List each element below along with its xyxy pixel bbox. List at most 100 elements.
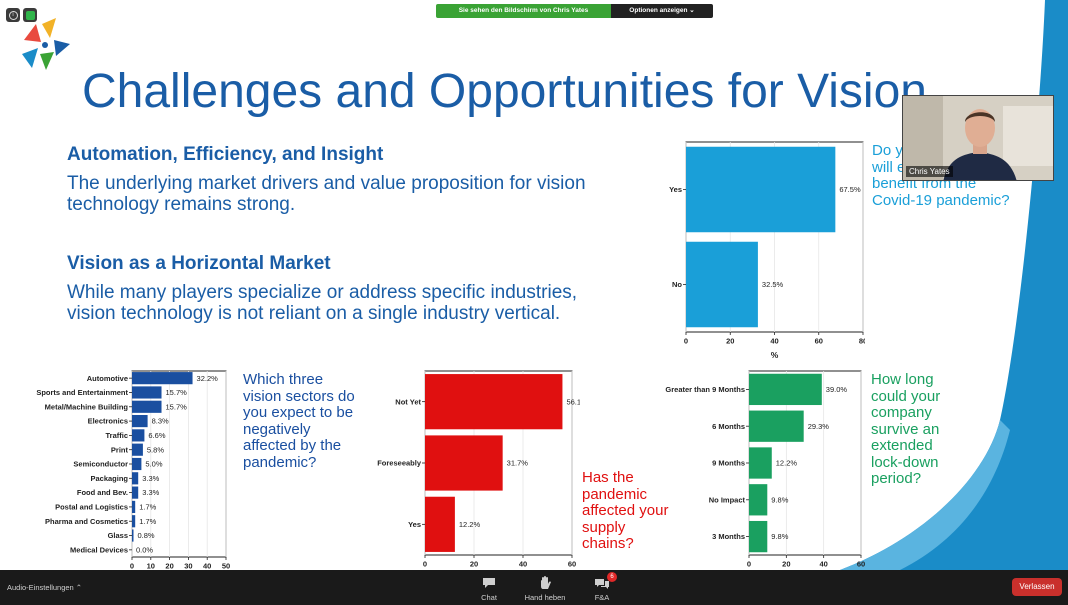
meeting-toolbar: Audio-Einstellungen ⌃ Chat Hand heben F&… <box>0 570 1068 605</box>
section-heading-horizontal: Vision as a Horizontal Market <box>67 253 331 274</box>
category-label-metal-machine-building: Metal/Machine Building <box>45 402 129 411</box>
x-tick-label: 30 <box>184 562 192 570</box>
category-label-not-yet: Not Yet <box>395 397 421 406</box>
value-label-no-impact: 9.8% <box>771 495 788 504</box>
qa-button[interactable]: F&A 6 <box>572 572 632 602</box>
value-label-sports-and-entertainment: 15.7% <box>166 388 188 397</box>
value-label-electronics: 8.3% <box>152 417 169 426</box>
value-label-6-months: 29.3% <box>808 422 830 431</box>
x-tick-label: 40 <box>519 560 527 569</box>
category-label-yes: Yes <box>408 520 421 529</box>
category-label-electronics: Electronics <box>88 417 128 426</box>
category-label-no-impact: No Impact <box>709 495 746 504</box>
slide-swoosh-decoration <box>840 0 1068 570</box>
value-label-9-months: 12.2% <box>776 459 798 468</box>
chart-survive-svg: 0 20 40 60 Greater than 9 Months 39.0% 6 Month… <box>665 370 865 569</box>
info-icon: i <box>8 10 18 20</box>
x-tick-label: 20 <box>470 560 478 569</box>
bar-9-months <box>749 447 772 479</box>
organization-logo <box>22 18 70 70</box>
category-label-traffic: Traffic <box>105 431 128 440</box>
bar-not-yet <box>425 374 563 430</box>
value-label-medical-devices: 0.0% <box>136 545 153 554</box>
bar-no-impact <box>749 484 768 516</box>
category-label-medical-devices: Medical Devices <box>70 545 128 554</box>
category-label-print: Print <box>111 445 129 454</box>
leave-meeting-button[interactable]: Verlassen <box>1012 578 1062 596</box>
x-tick-label: 0 <box>684 337 688 346</box>
value-label-traffic: 6.6% <box>148 431 165 440</box>
category-label-food-and-bev: Food and Bev. <box>77 488 128 497</box>
slide-title: Challenges and Opportunities for Vision <box>82 65 927 118</box>
screen-share-banner: Sie sehen den Bildschirm von Chris Yates… <box>436 4 713 18</box>
shield-icon <box>25 10 35 20</box>
bar-traffic <box>132 429 145 442</box>
x-tick-label: 20 <box>726 337 734 346</box>
x-tick-label: 20 <box>782 560 790 569</box>
bar-glass <box>132 529 134 542</box>
value-label-semiconductor: 5.0% <box>145 460 162 469</box>
bar-packaging <box>132 472 139 485</box>
x-tick-label: 20 <box>165 562 173 570</box>
chart-supply-svg: 0 20 40 60 Not Yet 56.1% Foreseeably 31.7% Yes 12… <box>377 370 588 569</box>
meeting-info-button[interactable]: i <box>6 8 20 22</box>
x-tick-label: 60 <box>857 560 865 569</box>
bar-postal-and-logistics <box>132 500 136 514</box>
x-tick-label: 40 <box>203 562 211 570</box>
participant-name: Chris Yates <box>906 166 953 177</box>
x-tick-label: 50 <box>222 562 230 570</box>
bar-automotive <box>132 372 193 385</box>
value-label-print: 5.8% <box>147 445 164 454</box>
chart-sectors: 0 10 20 30 40 50 Automotive 32.2% Sports and Ent… <box>20 369 238 570</box>
qa-icon <box>595 579 609 589</box>
section-body-automation: The underlying market drivers and value … <box>67 173 586 215</box>
value-label-postal-and-logistics: 1.7% <box>139 503 156 512</box>
participant-video[interactable]: Chris Yates <box>902 95 1054 181</box>
bar-yes <box>425 496 455 552</box>
x-tick-label: 60 <box>815 337 823 346</box>
section-heading-automation: Automation, Efficiency, and Insight <box>67 144 384 165</box>
value-label-yes: 67.5% <box>839 185 861 194</box>
value-label-glass: 0.8% <box>138 531 155 540</box>
view-options-button[interactable]: Optionen anzeigen ⌄ <box>611 4 713 18</box>
x-tick-label: 0 <box>423 560 427 569</box>
value-label-food-and-bev: 3.3% <box>142 488 159 497</box>
category-label-postal-and-logistics: Postal and Logistics <box>55 503 128 512</box>
chart-supply-chains: 0 20 40 60 Not Yet 56.1% Foreseeably 31.7% Yes 12… <box>365 369 588 569</box>
value-label-pharma-and-cosmetics: 1.7% <box>139 517 156 526</box>
chat-label: Chat <box>481 593 497 602</box>
chart-survival: 0 20 40 60 Greater than 9 Months 39.0% 6 Month… <box>655 369 865 569</box>
question-sectors: Which three vision sectors do you expect… <box>243 371 355 471</box>
question-supply-chains: Has the pandemic affected your supply ch… <box>582 469 669 552</box>
bar-greater-than-9-months <box>749 373 822 406</box>
bar-6-months <box>749 410 804 442</box>
raise-hand-label: Hand heben <box>524 593 566 602</box>
bar-semiconductor <box>132 457 142 471</box>
share-banner-label: Sie sehen den Bildschirm von Chris Yates <box>436 4 611 18</box>
bar-yes <box>686 146 836 233</box>
x-axis-title: % <box>771 350 779 360</box>
bar-no <box>686 241 758 328</box>
bar-print <box>132 443 143 456</box>
category-label-yes: Yes <box>669 185 682 194</box>
value-label-foreseeably: 31.7% <box>507 459 529 468</box>
x-tick-label: 10 <box>147 562 155 570</box>
bar-food-and-bev <box>132 486 139 499</box>
category-label-packaging: Packaging <box>90 474 128 483</box>
category-label-pharma-and-cosmetics: Pharma and Cosmetics <box>45 517 128 526</box>
category-label-glass: Glass <box>108 531 128 540</box>
category-label-greater-than-9-months: Greater than 9 Months <box>665 385 745 394</box>
value-label-not-yet: 56.1% <box>566 397 580 406</box>
raise-hand-button[interactable]: Hand heben <box>515 573 575 602</box>
audio-settings-button[interactable]: Audio-Einstellungen ⌃ <box>7 583 83 592</box>
bar-foreseeably <box>425 435 503 491</box>
value-label-3-months: 9.8% <box>771 532 788 541</box>
bar-pharma-and-cosmetics <box>132 515 136 528</box>
bar-metal-machine-building <box>132 400 162 413</box>
chat-button[interactable]: Chat <box>459 573 519 602</box>
category-label-3-months: 3 Months <box>712 532 745 541</box>
encryption-shield-button[interactable] <box>23 8 37 22</box>
hand-icon <box>541 576 551 589</box>
section-body-horizontal: While many players specialize or address… <box>67 282 578 324</box>
category-label-sports-and-entertainment: Sports and Entertainment <box>36 388 128 397</box>
